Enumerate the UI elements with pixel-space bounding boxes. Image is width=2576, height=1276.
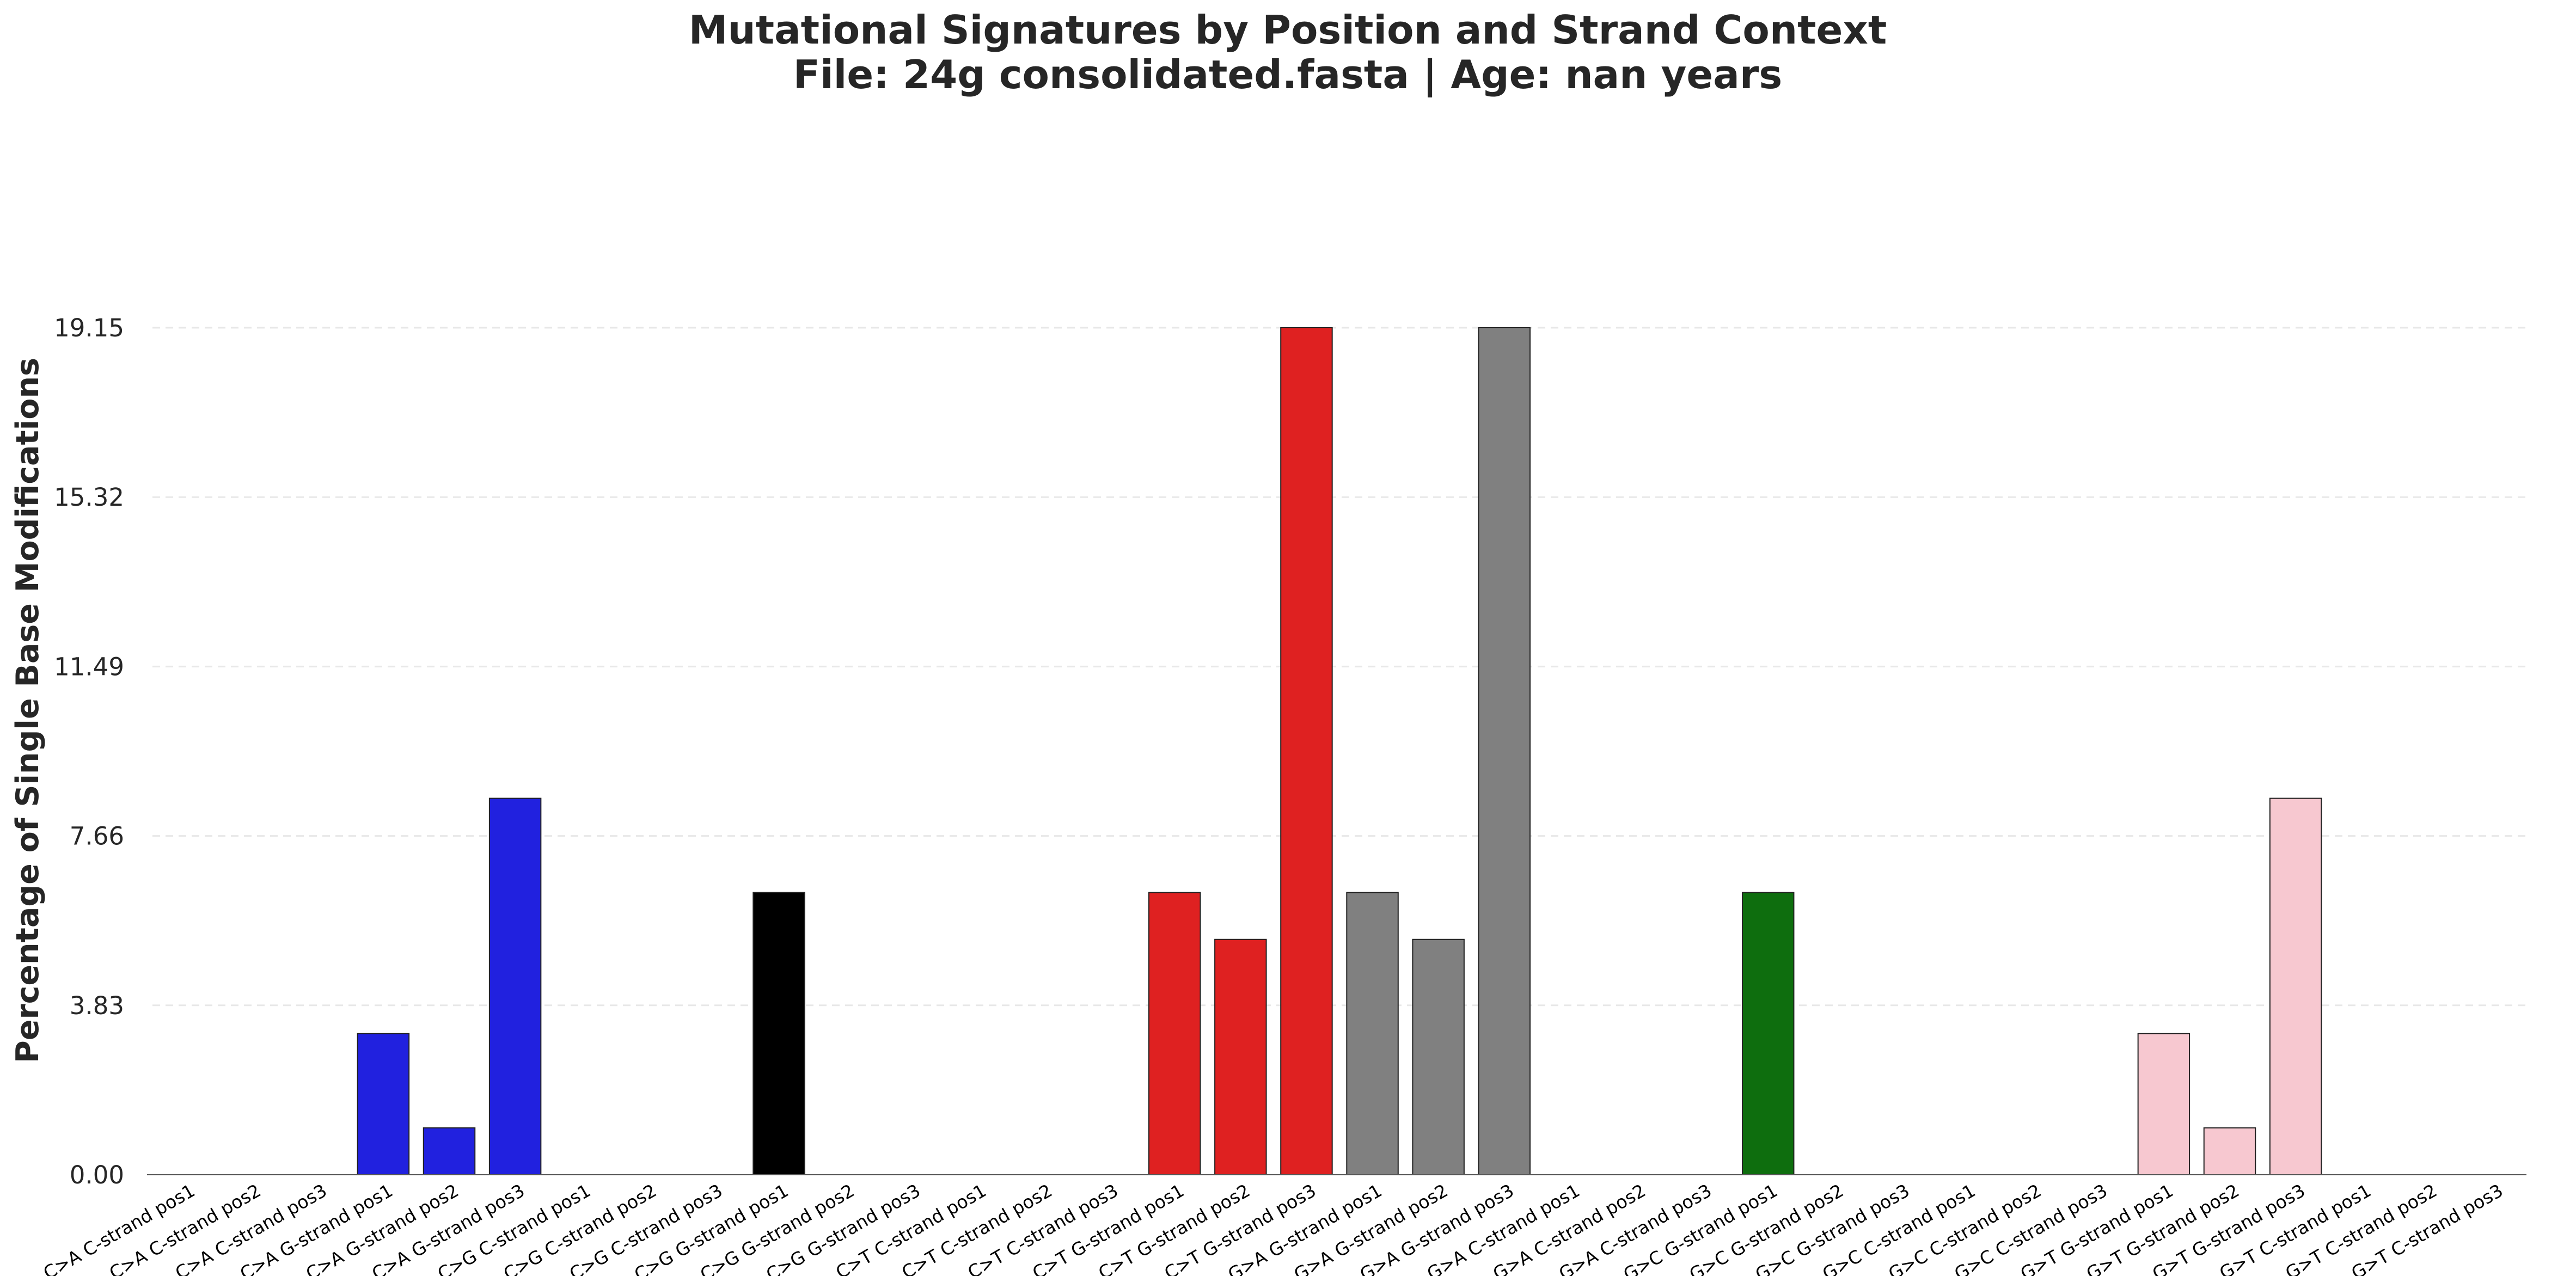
y-tick-label: 0.00 xyxy=(70,1161,124,1189)
y-tick-label: 15.32 xyxy=(54,483,124,512)
bars xyxy=(357,327,2322,1176)
chart-title-line-1: Mutational Signatures by Position and St… xyxy=(689,7,1887,53)
bar xyxy=(1412,938,1465,1176)
bar xyxy=(423,1127,476,1176)
y-tick-labels: 0.00 3.83 7.66 11.49 15.32 19.15 xyxy=(54,314,124,1189)
bar xyxy=(752,892,805,1175)
bar xyxy=(1741,892,1795,1175)
y-tick-label: 19.15 xyxy=(54,314,124,342)
bar xyxy=(1280,327,1333,1175)
bar xyxy=(488,798,542,1175)
y-tick-label: 7.66 xyxy=(70,822,124,851)
bar xyxy=(1214,938,1267,1176)
bar xyxy=(2203,1127,2256,1176)
y-tick-label: 3.83 xyxy=(70,991,124,1020)
y-axis-label: Percentage of Single Base Modifications xyxy=(10,358,46,1063)
bar xyxy=(1478,327,1531,1175)
y-tick-label: 11.49 xyxy=(54,652,124,681)
bar xyxy=(2137,1033,2190,1176)
bar xyxy=(1148,892,1201,1175)
bar xyxy=(357,1033,410,1176)
bar xyxy=(2269,798,2322,1175)
bar xyxy=(1346,892,1399,1175)
chart-title-line-2: File: 24g consolidated.fasta | Age: nan … xyxy=(793,52,1782,98)
grid-lines xyxy=(152,327,2526,1007)
